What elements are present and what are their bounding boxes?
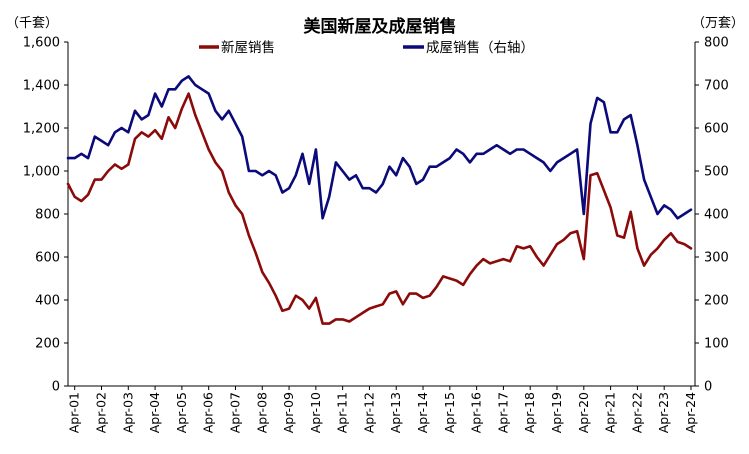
left-axis-tick-label: 1,600 (23, 36, 60, 51)
x-axis-tick-label: Apr-15 (442, 392, 457, 433)
left-axis-tick-label: 600 (35, 251, 60, 266)
x-axis-tick-label: Apr-14 (415, 392, 430, 433)
x-axis-tick-label: Apr-08 (254, 392, 269, 433)
right-axis-tick-label: 100 (704, 337, 729, 352)
x-axis-tick-label: Apr-16 (469, 392, 484, 433)
x-axis-tick-label: Apr-19 (549, 392, 564, 433)
right-axis-tick-label: 400 (704, 208, 729, 223)
right-axis-tick-label: 600 (704, 122, 729, 137)
x-axis-tick-label: Apr-17 (495, 392, 510, 433)
legend-label-new-home-sales: 新屋销售 (221, 40, 275, 56)
legend-label-existing-home-sales: 成屋销售（右轴） (426, 40, 534, 56)
x-axis-tick-label: Apr-10 (308, 392, 323, 433)
left-axis-unit: （千套） (6, 15, 58, 31)
x-axis-tick-label: Apr-01 (67, 392, 82, 433)
x-axis-tick-label: Apr-09 (281, 392, 296, 433)
right-axis-tick-label: 700 (704, 79, 729, 94)
left-axis-tick-label: 1,000 (23, 165, 60, 180)
chart-title: 美国新屋及成屋销售 (304, 16, 457, 37)
x-axis-tick-label: Apr-03 (120, 392, 135, 433)
right-axis-unit: （万套） (692, 15, 744, 31)
left-axis-tick-label: 400 (35, 294, 60, 309)
x-axis-tick-label: Apr-21 (603, 392, 618, 433)
x-axis-tick-label: Apr-18 (522, 392, 537, 433)
right-axis-tick-label: 300 (704, 251, 729, 266)
series-layer (66, 75, 693, 325)
right-axis-tick-label: 200 (704, 294, 729, 309)
x-axis-tick-label: Apr-12 (361, 392, 376, 433)
right-axis-tick-label: 0 (704, 380, 712, 395)
x-axis-tick-label: Apr-24 (683, 392, 698, 433)
left-axis-tick-label: 0 (52, 380, 60, 395)
left-axis-tick-label: 1,200 (23, 122, 60, 137)
legend: 新屋销售 成屋销售（右轴） (199, 40, 534, 56)
axes: 0 200 400 600 800 1,000 1,200 1,400 1,600 0 100 200… (23, 36, 729, 434)
x-axis-tick-label: Apr-23 (656, 392, 671, 433)
x-axis-tick-label: Apr-05 (174, 392, 189, 433)
left-axis-tick-label: 800 (35, 208, 60, 223)
x-axis-tick-label: Apr-13 (388, 392, 403, 433)
x-axis-tick-label: Apr-02 (93, 392, 108, 433)
series-line-new-home-sales (66, 92, 693, 325)
right-axis-tick-label: 800 (704, 36, 729, 51)
series-line-existing-home-sales (66, 75, 693, 220)
left-axis-tick-label: 1,400 (23, 79, 60, 94)
left-axis-tick-label: 200 (35, 337, 60, 352)
x-axis-tick-label: Apr-06 (201, 392, 216, 433)
x-axis-tick-label: Apr-11 (335, 392, 350, 433)
right-axis-tick-label: 500 (704, 165, 729, 180)
x-axis-tick-label: Apr-22 (629, 392, 644, 433)
x-axis-tick-label: Apr-20 (576, 392, 591, 433)
x-axis-tick-label: Apr-07 (227, 392, 242, 433)
x-axis-tick-label: Apr-04 (147, 392, 162, 433)
